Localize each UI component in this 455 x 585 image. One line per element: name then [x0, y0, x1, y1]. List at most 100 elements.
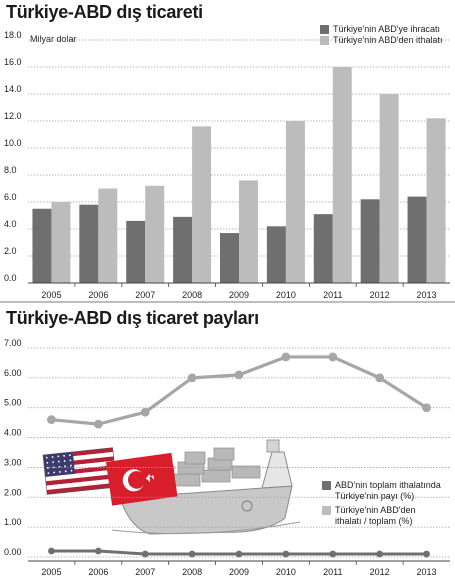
- legend-swatch-light: [320, 36, 329, 45]
- flag-star: [57, 455, 60, 458]
- chart2-legend: ABD'nin toplam ithalatında Türkiye'nin p…: [322, 480, 441, 527]
- illustration: [42, 439, 301, 535]
- legend-swatch-dark: [320, 25, 329, 34]
- y-tick-label: 10.0: [4, 138, 22, 148]
- flag-star: [70, 464, 72, 467]
- y-tick-label: 7.00: [4, 338, 22, 348]
- chart1-title: Türkiye-ABD dış ticareti: [6, 2, 203, 22]
- x-tick-label: 2011: [323, 567, 342, 577]
- flag-star: [47, 472, 50, 475]
- x-tick-label: 2005: [41, 290, 61, 300]
- flag-star: [68, 454, 71, 457]
- flag-star: [64, 465, 67, 468]
- y-tick-label: 2.00: [4, 487, 22, 497]
- ship-container: [213, 447, 235, 461]
- point-ratio: [328, 352, 338, 362]
- legend-swatch-dark-line: [322, 481, 331, 490]
- x-tick-label: 2010: [276, 290, 296, 300]
- point-ratio: [47, 415, 56, 425]
- legend-label-exports: Türkiye'nin ABD'ye ihracatı: [333, 24, 440, 34]
- bar-imports: [379, 94, 399, 283]
- point-share: [48, 547, 55, 555]
- point-share: [423, 550, 430, 558]
- point-share: [329, 550, 337, 558]
- y-tick-label: 2.0: [4, 246, 17, 256]
- y-tick-label: 3.00: [4, 457, 22, 467]
- x-tick-label: 2009: [229, 290, 249, 300]
- flag-crescent-inner: [127, 471, 146, 489]
- y-tick-label: 0.00: [4, 547, 22, 557]
- x-tick-label: 2006: [88, 290, 108, 300]
- bar-exports: [407, 196, 427, 283]
- legend-item-share: ABD'nin toplam ithalatında Türkiye'nin p…: [322, 480, 441, 502]
- point-share: [188, 550, 196, 558]
- y-tick-label: 6.00: [4, 368, 22, 378]
- bar-imports: [145, 185, 165, 283]
- point-ratio: [140, 407, 150, 417]
- ship-wake: [111, 521, 301, 535]
- x-tick-label: 2012: [370, 567, 390, 577]
- flag-star: [69, 459, 72, 462]
- flag-stripe: [46, 482, 117, 495]
- flag-star: [70, 469, 73, 472]
- y-tick-label: 4.00: [4, 428, 22, 438]
- point-share: [235, 550, 243, 558]
- x-tick-label: 2005: [41, 567, 61, 577]
- bar-imports: [192, 126, 212, 284]
- legend-label-share-1: ABD'nin toplam ithalatında: [335, 480, 441, 490]
- x-tick-label: 2006: [88, 567, 108, 577]
- bar-imports: [285, 121, 305, 283]
- x-tick-label: 2009: [229, 567, 249, 577]
- bar-imports: [332, 67, 352, 283]
- bar-exports: [313, 214, 333, 283]
- x-tick-label: 2010: [276, 567, 296, 577]
- x-tick-label: 2007: [135, 290, 155, 300]
- flag-star-core: [145, 474, 151, 482]
- y-tick-label: 8.0: [4, 165, 17, 175]
- y-tick-label: 16.0: [4, 57, 22, 67]
- ship-tower: [266, 439, 280, 453]
- flag-star: [52, 461, 55, 464]
- y-tick-label: 0.0: [4, 273, 17, 283]
- legend-label-ratio-2: ithalatı / toplam (%): [335, 516, 413, 526]
- legend-label-share-2: Türkiye'nin payı (%): [335, 491, 415, 501]
- flag-star: [63, 454, 65, 457]
- legend-label-ratio-1: Türkiye'nin ABD'den: [335, 505, 416, 515]
- flag-canton: [43, 451, 76, 477]
- point-share: [94, 547, 102, 555]
- section-divider: [0, 301, 455, 303]
- bar-exports: [79, 204, 99, 283]
- ship-container: [231, 465, 261, 479]
- bar-exports: [220, 233, 239, 283]
- x-tick-label: 2013: [417, 290, 437, 300]
- legend-item-exports: Türkiye'nin ABD'ye ihracatı: [320, 24, 443, 35]
- point-ratio: [281, 352, 291, 362]
- point-ratio: [93, 419, 103, 429]
- x-tick-label: 2012: [370, 290, 390, 300]
- point-share: [282, 550, 290, 558]
- legend-item-ratio: Türkiye'nin ABD'den ithalatı / toplam (%…: [322, 505, 441, 527]
- point-ratio: [375, 373, 385, 383]
- chart1-y-unit: Milyar dolar: [30, 34, 77, 44]
- point-ratio: [234, 370, 244, 380]
- ship-container: [201, 469, 231, 483]
- x-tick-label: 2007: [135, 567, 155, 577]
- x-tick-label: 2013: [417, 567, 437, 577]
- y-tick-label: 1.00: [4, 517, 22, 527]
- legend-swatch-light-line: [322, 506, 331, 515]
- flag-stripe: [45, 473, 116, 486]
- y-tick-label: 4.0: [4, 219, 17, 229]
- point-share: [376, 550, 384, 558]
- flag-star: [57, 460, 60, 463]
- flag-star: [64, 470, 67, 473]
- bar-exports: [173, 216, 193, 283]
- flag-star: [46, 461, 49, 464]
- y-tick-label: 14.0: [4, 84, 22, 94]
- bar-chart: 18.0 16.0 14.0 12.0 10.0 8.0 6.0 4.0 2.0 0.0 2005 2…: [4, 30, 450, 300]
- y-tick-label: 5.00: [4, 398, 22, 408]
- usa-flag-icon: [42, 447, 118, 495]
- point-ratio: [422, 403, 431, 413]
- chart1-legend: Türkiye'nin ABD'ye ihracatı Türkiye'nin …: [320, 24, 443, 46]
- chart2-title: Türkiye-ABD dış ticaret payları: [6, 308, 259, 328]
